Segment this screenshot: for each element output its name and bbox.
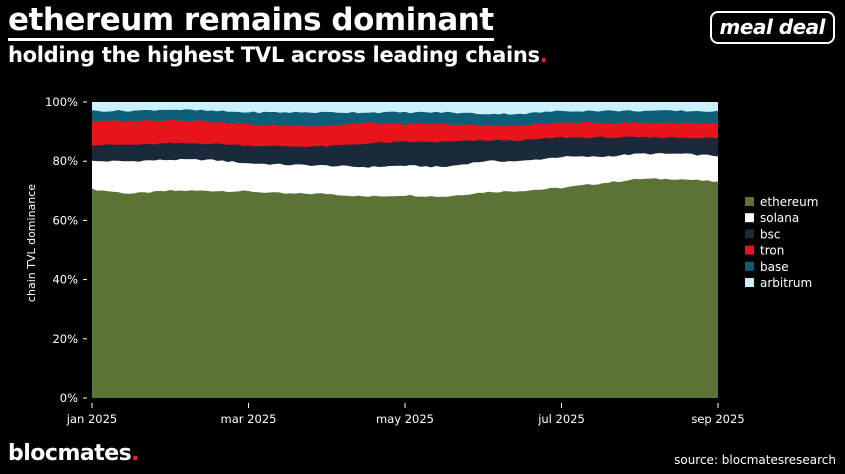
x-tick-label: sep 2025 — [691, 412, 744, 426]
legend-label-tron: tron — [760, 244, 784, 258]
brand-text: blocmates — [8, 441, 132, 466]
chart-subtitle: holding the highest TVL across leading c… — [8, 43, 548, 67]
y-tick-label: 100% — [45, 95, 78, 109]
y-tick-label: 80% — [52, 154, 78, 168]
y-tick-label: 60% — [52, 213, 78, 227]
legend-swatch-base — [745, 261, 754, 271]
legend-swatch-arbitrum — [745, 278, 754, 287]
subtitle-dot: . — [539, 43, 548, 67]
chart-areas — [92, 102, 718, 399]
legend-label-solana: solana — [760, 211, 799, 225]
legend-label-base: base — [760, 260, 789, 274]
chart-title-text: ethereum remains dominant — [8, 2, 494, 41]
meal-deal-logo: meal deal — [709, 11, 835, 44]
legend-swatch-ethereum — [745, 197, 754, 206]
chart-legend: ethereum solana bsc tron base arbitrum — [745, 195, 818, 290]
chart-subtitle-text: holding the highest TVL across leading c… — [8, 43, 540, 67]
y-tick-label: 0% — [60, 391, 78, 405]
blocmates-logo: blocmates. — [8, 441, 140, 466]
legend-swatch-solana — [745, 213, 754, 223]
x-tick-label: may 2025 — [376, 412, 434, 426]
source-note: source: blocmatesresearch — [674, 453, 836, 467]
legend-label-arbitrum: arbitrum — [760, 276, 812, 290]
x-tick-label: mar 2025 — [221, 412, 277, 426]
y-tick-label: 40% — [52, 273, 78, 287]
legend-label-bsc: bsc — [760, 227, 780, 241]
legend-swatch-bsc — [745, 229, 754, 239]
area-ethereum — [92, 178, 718, 398]
y-axis-ticks: 0% 20% 40% 60% 80% 100% — [45, 95, 87, 405]
chart-title: ethereum remains dominant — [8, 2, 494, 41]
x-tick-label: jan 2025 — [66, 412, 117, 426]
x-tick-label: jul 2025 — [537, 412, 585, 426]
brand-dot: . — [131, 441, 140, 466]
legend-swatch-tron — [745, 245, 754, 255]
y-axis-label: chain TVL dominance — [25, 184, 38, 302]
legend-label-ethereum: ethereum — [760, 195, 818, 209]
x-axis-ticks: jan 2025 mar 2025 may 2025 jul 2025 sep 2025 — [66, 403, 745, 426]
y-tick-label: 20% — [52, 332, 78, 346]
